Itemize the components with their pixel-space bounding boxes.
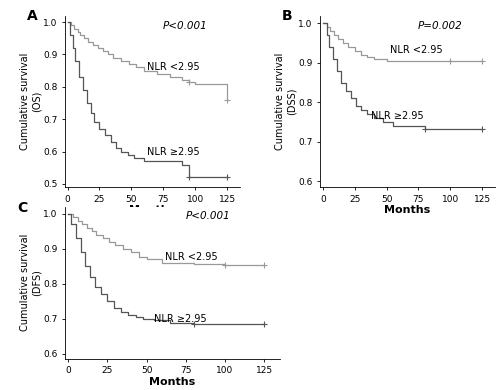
Text: P<0.001: P<0.001 [163,21,208,31]
Text: P<0.001: P<0.001 [186,211,230,221]
X-axis label: Months: Months [130,205,176,215]
Text: NLR ≥2.95: NLR ≥2.95 [371,111,424,121]
Text: NLR ≥2.95: NLR ≥2.95 [154,314,207,324]
Text: NLR ≥2.95: NLR ≥2.95 [146,147,200,156]
Text: NLR <2.95: NLR <2.95 [166,252,218,262]
Text: B: B [282,9,292,23]
Text: C: C [18,200,28,215]
Y-axis label: Cumulative survival
(OS): Cumulative survival (OS) [20,53,42,150]
Y-axis label: Cumulative survival
(DFS): Cumulative survival (DFS) [20,234,42,332]
X-axis label: Months: Months [384,205,430,215]
Text: NLR <2.95: NLR <2.95 [146,62,200,72]
X-axis label: Months: Months [150,377,196,387]
Y-axis label: Cumulative survival
(DSS): Cumulative survival (DSS) [275,53,297,150]
Text: P=0.002: P=0.002 [418,21,463,31]
Text: NLR <2.95: NLR <2.95 [390,45,443,55]
Text: A: A [26,9,38,23]
